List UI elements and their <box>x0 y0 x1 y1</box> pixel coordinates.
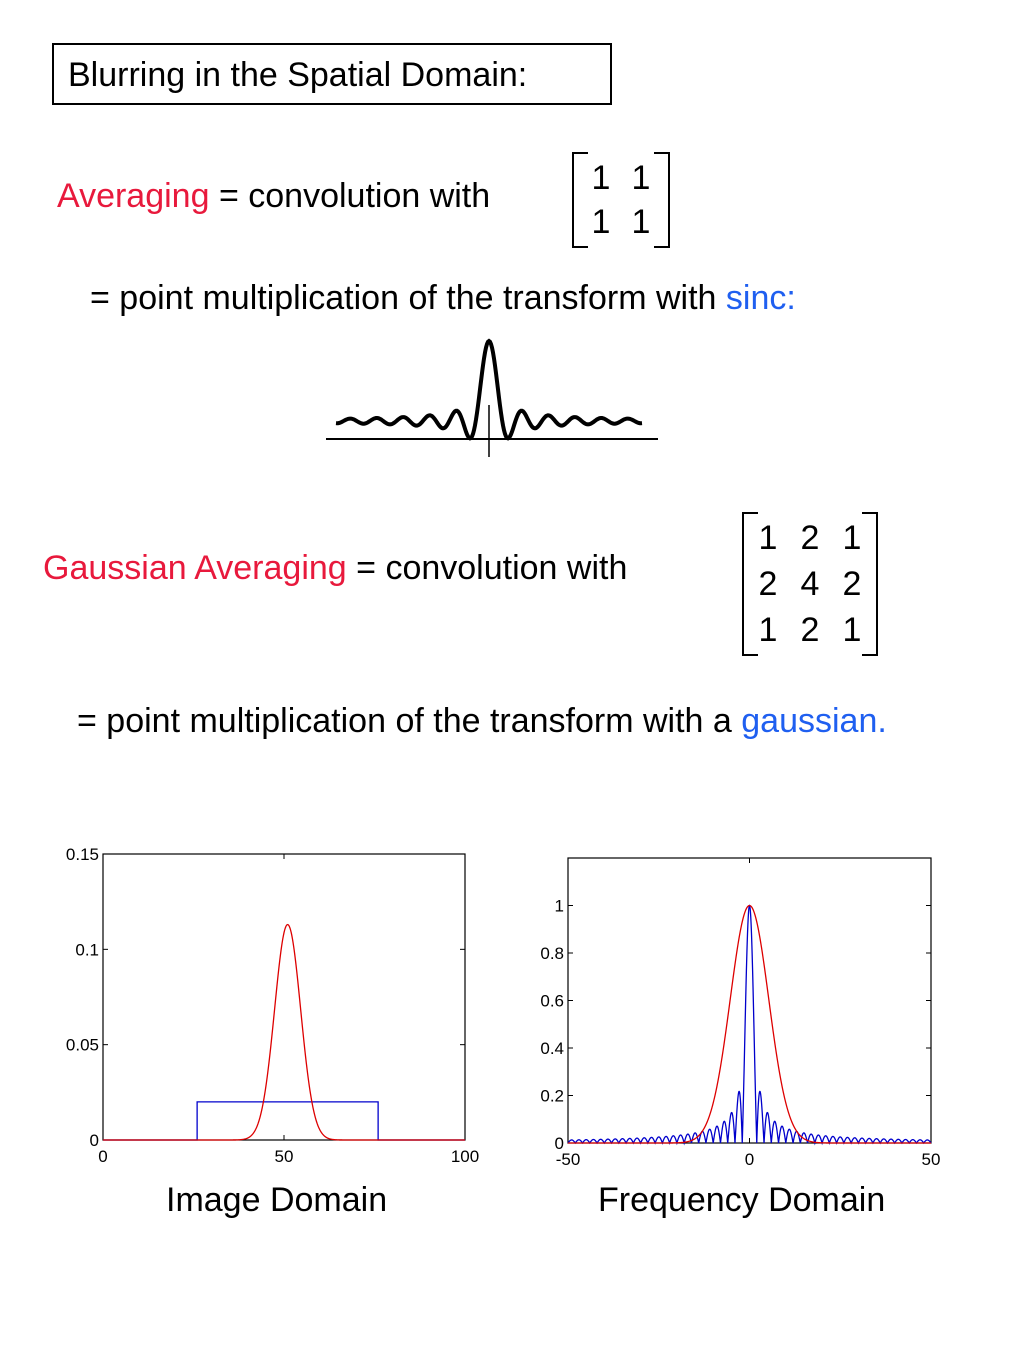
matrix-left-bracket <box>572 152 588 248</box>
series-line-red <box>103 923 465 1141</box>
y-tick-label: 0.1 <box>75 940 99 959</box>
matrix-cell: 1 <box>842 519 862 557</box>
matrix-3x3: 1 2 1 2 4 2 1 2 1 <box>742 512 878 656</box>
matrix-cell: 2 <box>758 565 778 603</box>
x-tick-label: 100 <box>451 1147 479 1166</box>
x-tick-label: 0 <box>745 1150 754 1169</box>
matrix-cell: 1 <box>631 159 651 197</box>
matrix-cell: 2 <box>842 565 862 603</box>
matrix-2x2: 1 1 1 1 <box>572 152 670 248</box>
series-line-blue <box>103 1101 465 1141</box>
y-tick-label: 0.05 <box>66 1036 99 1055</box>
image-domain-chart: 0 50 100 0 0.05 0.1 0.15 <box>66 845 479 1166</box>
x-tick-label: -50 <box>556 1150 581 1169</box>
x-tick-label: 0 <box>98 1147 107 1166</box>
gaussian-averaging-line: Gaussian Averaging = convolution with <box>43 548 627 588</box>
series-line-red <box>568 904 931 1144</box>
image-domain-title: Image Domain <box>166 1181 388 1219</box>
plot-frame <box>102 853 466 1141</box>
page-title: Blurring in the Spatial Domain: <box>68 56 528 94</box>
matrix-cell: 2 <box>800 611 820 649</box>
matrix-right-bracket <box>654 152 670 248</box>
matrix-cell: 2 <box>800 519 820 557</box>
series-line-blue <box>567 904 932 1146</box>
y-tick-label: 1 <box>555 897 564 916</box>
matrix-cell: 1 <box>631 203 651 241</box>
y-tick-label: 0.4 <box>540 1039 564 1058</box>
sinc-line: = point multiplication of the transform … <box>90 278 796 318</box>
averaging-line: Averaging = convolution with <box>57 176 490 216</box>
sinc-curve <box>335 338 643 441</box>
sinc-highlight: sinc: <box>725 279 796 317</box>
x-tick-label: 50 <box>275 1147 294 1166</box>
x-tick-label: 50 <box>922 1150 941 1169</box>
sinc-curve-icon <box>326 338 658 457</box>
y-tick-label: 0.6 <box>540 992 564 1011</box>
matrix-cell: 1 <box>591 203 611 241</box>
gaussian-highlight: gaussian. <box>741 702 887 740</box>
matrix-cell: 4 <box>800 565 820 603</box>
y-tick-label: 0 <box>90 1131 99 1150</box>
plot-frame <box>567 857 932 1144</box>
averaging-rest: = convolution with <box>209 177 491 215</box>
matrix-cell: 1 <box>842 611 862 649</box>
matrix-left-bracket <box>742 512 758 656</box>
gaussian-line: = point multiplication of the transform … <box>77 701 887 741</box>
matrix-cell: 1 <box>758 519 778 557</box>
averaging-term: Averaging <box>57 177 210 215</box>
y-tick-label: 0.15 <box>66 845 99 864</box>
sinc-line-text: = point multiplication of the transform … <box>90 279 726 317</box>
title-box: Blurring in the Spatial Domain: <box>52 43 612 105</box>
matrix-right-bracket <box>862 512 878 656</box>
gaussian-averaging-rest: = convolution with <box>346 549 628 587</box>
y-tick-label: 0.2 <box>540 1087 564 1106</box>
y-tick-label: 0 <box>555 1134 564 1153</box>
gaussian-line-text: = point multiplication of the transform … <box>77 702 742 740</box>
matrix-cell: 1 <box>758 611 778 649</box>
matrix-cell: 1 <box>591 159 611 197</box>
frequency-domain-title: Frequency Domain <box>598 1181 886 1219</box>
gaussian-averaging-term: Gaussian Averaging <box>43 549 347 587</box>
y-tick-label: 0.8 <box>540 944 564 963</box>
